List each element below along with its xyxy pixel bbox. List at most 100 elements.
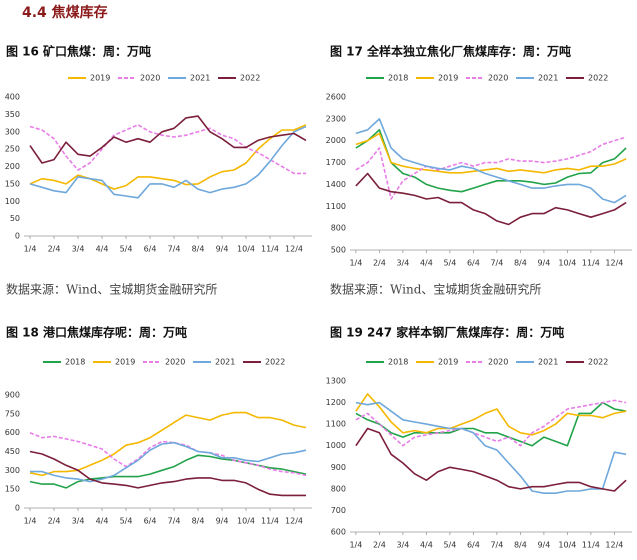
x-tick-label: 7/4 [490, 541, 503, 550]
x-tick-label: 7/4 [490, 259, 503, 268]
y-tick-label: 2000 [326, 136, 346, 145]
y-tick-label: 2600 [326, 93, 346, 102]
y-tick-label: 900 [5, 391, 20, 400]
series-line [355, 132, 627, 174]
series-line [355, 136, 627, 200]
series-line [29, 124, 306, 175]
y-tick-label: 800 [331, 484, 346, 493]
y-tick-label: 1100 [326, 202, 346, 211]
x-tick-label: 4/4 [420, 541, 433, 550]
x-tick-label: 9/4 [537, 259, 550, 268]
x-tick-label: 3/4 [396, 541, 409, 550]
legend-label: 2020 [488, 74, 508, 83]
legend-label: 2018 [388, 74, 408, 83]
x-tick-label: 10/4 [558, 541, 576, 550]
legend-label: 2021 [538, 74, 558, 83]
x-tick-label: 12/4 [285, 245, 303, 254]
x-tick-label: 10/4 [237, 245, 255, 254]
y-tick-label: 1300 [326, 377, 346, 386]
x-tick-label: 5/4 [443, 541, 456, 550]
legend-label: 2019 [438, 74, 458, 83]
x-tick-label: 4/4 [96, 245, 109, 254]
x-tick-label: 11/4 [261, 517, 279, 526]
legend-label: 2020 [165, 358, 185, 367]
y-tick-label: 300 [5, 466, 20, 475]
x-tick-label: 12/4 [605, 259, 623, 268]
x-tick-label: 8/4 [192, 245, 205, 254]
source-note: 数据来源：Wind、宝城期货金融研究所 [6, 282, 217, 297]
y-tick-label: 750 [5, 409, 20, 418]
series-line [30, 441, 307, 483]
x-tick-label: 5/4 [120, 517, 133, 526]
x-tick-label: 12/4 [605, 541, 623, 550]
y-tick-label: 1100 [326, 420, 346, 429]
chart-title: 图 17 全样本独立焦化厂焦煤库存：周：万吨 [330, 44, 571, 59]
y-tick-label: 1000 [326, 441, 346, 450]
series-line [29, 450, 306, 497]
x-tick-label: 1/4 [24, 245, 37, 254]
series-line [29, 125, 307, 199]
y-tick-label: 450 [5, 447, 20, 456]
series-line [355, 393, 627, 436]
y-tick-label: 600 [5, 428, 20, 437]
legend-label: 2018 [65, 358, 85, 367]
y-tick-label: 600 [331, 528, 346, 537]
x-tick-label: 8/4 [192, 517, 205, 526]
x-tick-label: 10/4 [558, 259, 576, 268]
y-tick-label: 200 [5, 162, 20, 171]
x-tick-label: 2/4 [373, 541, 386, 550]
series-line [355, 172, 627, 226]
legend-label: 2019 [438, 358, 458, 367]
y-tick-label: 250 [5, 145, 20, 154]
y-tick-label: 0 [15, 504, 20, 513]
series-line [29, 454, 307, 489]
x-tick-label: 6/4 [467, 541, 480, 550]
y-tick-label: 900 [331, 463, 346, 472]
x-tick-label: 2/4 [48, 517, 61, 526]
x-tick-label: 2/4 [373, 259, 386, 268]
legend-label: 2021 [215, 358, 235, 367]
x-tick-label: 5/4 [443, 259, 456, 268]
chart-title: 图 19 247 家样本钢厂焦煤库存：周：万吨 [330, 325, 564, 340]
legend-label: 2020 [488, 358, 508, 367]
series-line [355, 401, 627, 494]
x-tick-label: 8/4 [514, 541, 527, 550]
series-line [29, 115, 307, 164]
x-tick-label: 4/4 [420, 259, 433, 268]
y-tick-label: 400 [5, 93, 20, 102]
x-tick-label: 2/4 [48, 245, 61, 254]
x-tick-label: 9/4 [537, 541, 550, 550]
legend-label: 2021 [190, 74, 210, 83]
series-line [355, 118, 627, 204]
y-tick-label: 150 [5, 179, 20, 188]
series-line [355, 399, 627, 447]
chart-title: 图 18 港口焦煤库存呢：周：万吨 [6, 325, 187, 340]
x-tick-label: 1/4 [349, 259, 362, 268]
x-tick-label: 6/4 [144, 517, 157, 526]
y-tick-label: 1200 [326, 398, 346, 407]
x-tick-label: 10/4 [237, 517, 255, 526]
y-tick-label: 0 [15, 232, 20, 241]
x-tick-label: 1/4 [24, 517, 37, 526]
legend-label: 2019 [115, 358, 135, 367]
series-line [29, 411, 307, 477]
x-tick-label: 7/4 [168, 517, 181, 526]
series-line [29, 124, 307, 190]
x-tick-label: 9/4 [216, 517, 229, 526]
legend-label: 2022 [588, 74, 608, 83]
x-tick-label: 1/4 [349, 541, 362, 550]
legend-label: 2019 [90, 74, 110, 83]
series-line [355, 427, 627, 492]
chart-title: 图 16 矿口焦煤：周：万吨 [6, 44, 151, 59]
x-tick-label: 7/4 [168, 245, 181, 254]
y-tick-label: 1400 [326, 180, 346, 189]
x-tick-label: 4/4 [96, 517, 109, 526]
x-tick-label: 11/4 [582, 259, 600, 268]
section-heading: 4.4 焦煤库存 [22, 4, 108, 21]
x-tick-label: 12/4 [285, 517, 303, 526]
y-tick-label: 350 [5, 110, 20, 119]
y-tick-label: 50 [10, 214, 20, 223]
x-tick-label: 5/4 [120, 245, 133, 254]
x-tick-label: 9/4 [216, 245, 229, 254]
